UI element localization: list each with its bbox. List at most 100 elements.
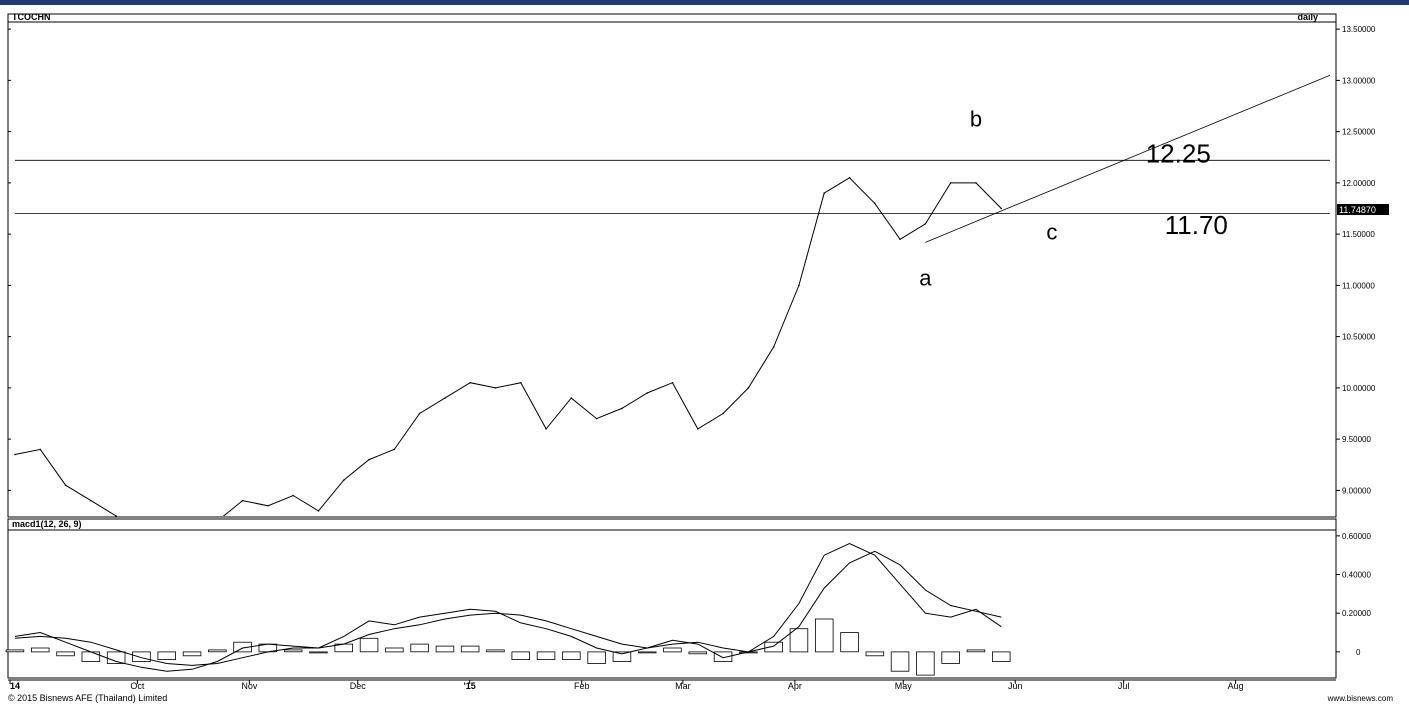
price-point	[14, 453, 16, 456]
price-point	[241, 499, 244, 502]
x-tick-label: May	[895, 681, 913, 691]
x-tick-label: Jul	[1118, 681, 1130, 691]
macd-histogram-bar	[309, 651, 328, 654]
macd-histogram-bar	[638, 651, 657, 654]
macd-y-tick-label: 0	[1356, 648, 1361, 657]
macd-histogram-bar	[612, 651, 632, 663]
price-y-tick-label: 9.00000	[1342, 486, 1371, 495]
macd-histogram-bar	[486, 649, 505, 653]
macd-histogram-bar	[283, 649, 303, 653]
price-y-tick-label: 10.00000	[1342, 384, 1376, 393]
macd-histogram-bar	[132, 651, 151, 663]
annotation-label: 12.25	[1146, 138, 1211, 168]
macd-histogram-bar	[890, 651, 910, 672]
macd-y-tick-label: 0.60000	[1342, 532, 1371, 541]
price-point	[798, 284, 800, 287]
price-point	[874, 202, 876, 205]
website-text: www.bisnews.com	[1327, 694, 1394, 703]
price-point	[595, 417, 598, 420]
price-point	[418, 412, 421, 415]
macd-histogram-bar	[385, 647, 404, 653]
macd-signal-line	[14, 550, 1002, 666]
x-tick-label: Aug	[1228, 681, 1244, 691]
x-tick-label: Oct	[130, 681, 145, 691]
macd-histogram-bar	[789, 628, 809, 653]
macd-histogram-bar	[916, 651, 935, 676]
price-point	[469, 381, 471, 384]
price-y-tick-label: 12.00000	[1342, 179, 1376, 188]
price-point	[115, 515, 117, 517]
price-point	[494, 387, 497, 389]
annotation-label: c	[1046, 219, 1057, 244]
price-y-tick-label: 11.50000	[1342, 230, 1375, 239]
macd-histogram-bar	[460, 645, 480, 653]
macd-histogram-bar	[359, 637, 379, 653]
macd-y-tick-label: 0.20000	[1342, 609, 1371, 618]
macd-histogram-bar	[5, 649, 25, 653]
price-point	[848, 176, 851, 179]
macd-histogram-bar	[30, 647, 50, 653]
price-point	[267, 504, 269, 507]
x-tick-label: Dec	[350, 681, 367, 691]
macd-histogram-bar	[815, 618, 834, 653]
macd-histogram-bar	[182, 651, 202, 657]
annotation-label: a	[919, 265, 932, 290]
macd-plot: 0.60000 0.40000 0.20000 0	[5, 532, 1371, 676]
price-point	[949, 182, 952, 184]
price-point	[444, 397, 446, 399]
macd-y-tick-label: 0.40000	[1342, 571, 1371, 580]
macd-histogram-bar	[81, 651, 101, 663]
price-series-line	[14, 177, 1002, 516]
macd-title: macd1(12, 26, 9)	[12, 519, 82, 529]
macd-panel-frame	[7, 518, 1337, 679]
price-y-tick-label: 13.50000	[1342, 25, 1376, 34]
price-point	[545, 428, 547, 430]
macd-histogram-bar	[764, 641, 783, 653]
macd-histogram-bar	[511, 651, 530, 661]
price-y-tick-label: 13.00000	[1342, 76, 1376, 85]
price-point	[772, 346, 775, 348]
last-price-box	[1337, 204, 1389, 215]
price-point	[823, 192, 826, 194]
annotation-label: b	[970, 107, 982, 132]
period-label: daily	[1297, 12, 1318, 22]
price-point	[570, 397, 573, 399]
x-tick-label: Mar	[675, 681, 691, 691]
price-point	[747, 387, 750, 389]
x-tick-label: 14	[10, 681, 20, 691]
macd-histogram-bar	[536, 651, 556, 661]
macd-histogram-bar	[208, 649, 227, 653]
price-y-tick-label: 11.00000	[1342, 281, 1375, 290]
price-point	[1000, 207, 1003, 210]
price-point	[671, 381, 674, 384]
price-y-tick-label: 12.50000	[1342, 128, 1376, 137]
annotation-label: 11.70	[1165, 210, 1228, 240]
price-point	[646, 392, 649, 394]
macd-histogram-bar	[157, 651, 176, 661]
price-y-tick-label: 10.50000	[1342, 333, 1376, 342]
macd-histogram-bar	[992, 651, 1011, 663]
symbol-label: TCOCHN	[12, 12, 51, 22]
price-point	[519, 381, 522, 384]
trend-line	[925, 74, 1331, 243]
macd-histogram-bar	[713, 651, 733, 663]
price-point	[696, 428, 699, 430]
price-point	[39, 448, 42, 451]
price-point	[722, 412, 724, 415]
x-axis: 14 Oct Nov Dec '15 Feb Mar Apr May Jun Jul Aug	[9, 680, 1244, 691]
x-tick-label: '15	[464, 681, 476, 691]
price-point	[368, 458, 370, 461]
price-point	[621, 407, 623, 410]
macd-line	[14, 543, 1002, 672]
price-y-tick-label: 9.50000	[1342, 435, 1371, 444]
x-tick-label: Apr	[788, 681, 802, 691]
x-tick-label: Jun	[1008, 681, 1023, 691]
macd-histogram-bar	[941, 651, 960, 664]
macd-histogram-bar	[865, 651, 885, 657]
price-point	[292, 494, 294, 497]
x-tick-label: Feb	[574, 681, 590, 691]
price-plot: 13.50000 13.00000 12.50000 12.00000 11.50000…	[8, 25, 1376, 517]
price-point	[317, 510, 320, 512]
price-point	[975, 182, 977, 184]
macd-histogram-bar	[587, 651, 606, 664]
